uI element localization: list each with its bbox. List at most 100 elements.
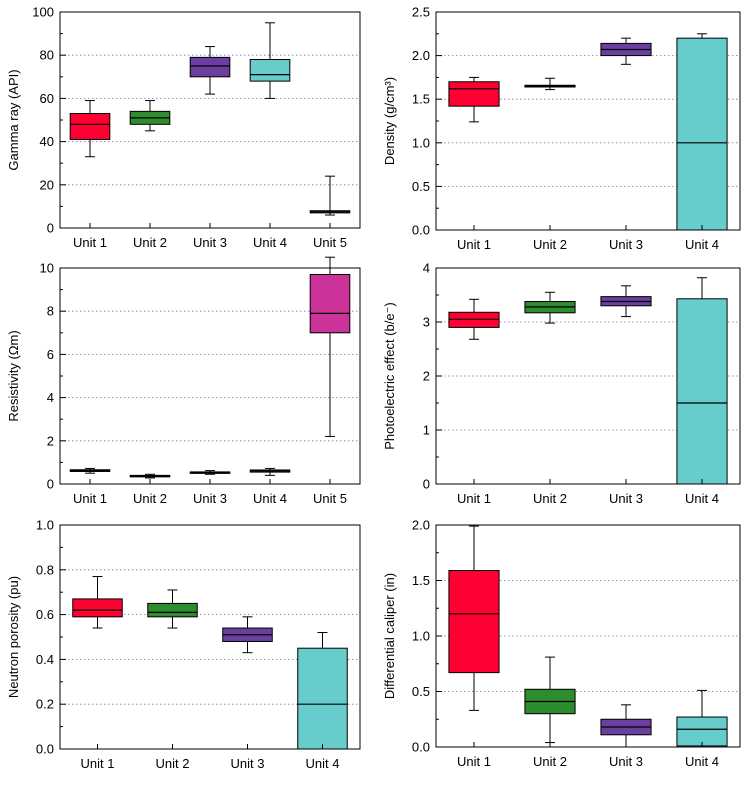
y-tick-label: 0 [423, 477, 430, 492]
y-tick-label: 0.0 [412, 740, 430, 755]
panel-gamma-ray: 0 20 40 60 80 100 Gamma ray (API) Unit 1 Unit 2 U… [6, 5, 361, 250]
x-tick-label: Unit 1 [457, 491, 491, 506]
panel-differential-caliper: 0.0 0.5 1.0 1.5 2.0 Differential caliper (in)… [382, 518, 741, 769]
y-tick-label: 0.6 [36, 607, 54, 622]
panel-photoelectric-effect: 0 1 2 3 4 Photoelectric effect (b/e⁻) Unit 1 Un… [382, 261, 741, 506]
box-unit-3 [600, 704, 652, 748]
box-unit-2 [524, 77, 576, 91]
x-tick-label: Unit 4 [306, 756, 340, 771]
y-axis-title: Differential caliper (in) [382, 573, 397, 699]
y-axis-title: Resistivity (Ωm) [6, 330, 21, 421]
box-unit-3 [189, 46, 231, 95]
x-tick-label: Unit 4 [685, 237, 719, 252]
y-tick-label: 8 [47, 304, 54, 319]
x-tick-label: Unit 2 [533, 754, 567, 769]
y-tick-label: 20 [40, 177, 54, 192]
x-tick-label: Unit 3 [231, 756, 265, 771]
box-unit-1 [69, 467, 111, 474]
box-unit-1 [72, 576, 123, 629]
y-tick-label: 100 [32, 5, 54, 20]
panel-resistivity: 0 2 4 6 8 10 Resistivity (Ωm) Unit 1 Unit 2 Unit … [6, 256, 361, 506]
y-tick-label: 2 [423, 369, 430, 384]
y-tick-label: 2.0 [412, 518, 430, 533]
y-axis-title: Photoelectric effect (b/e⁻) [382, 302, 397, 450]
x-tick-label: Unit 1 [457, 237, 491, 252]
iqr-box [676, 37, 728, 231]
panel-density: 0.0 0.5 1.0 1.5 2.0 2.5 Density (g/cm³) Unit 1 U… [382, 5, 741, 252]
y-tick-label: 1.0 [412, 629, 430, 644]
x-tick-label: Unit 4 [685, 754, 719, 769]
box-unit-5 [309, 256, 351, 437]
iqr-box [309, 273, 351, 334]
box-unit-2 [147, 589, 198, 629]
x-tick-label: Unit 5 [313, 235, 347, 250]
box-unit-4 [676, 33, 728, 231]
x-tick-label: Unit 2 [533, 491, 567, 506]
y-tick-label: 0 [47, 221, 54, 236]
y-tick-label: 60 [40, 91, 54, 106]
iqr-box [72, 598, 123, 618]
box-unit-3 [600, 37, 652, 65]
y-tick-label: 0.5 [412, 684, 430, 699]
y-tick-label: 80 [40, 48, 54, 63]
y-tick-label: 0.0 [36, 742, 54, 757]
iqr-box [189, 56, 231, 78]
box-unit-2 [129, 100, 171, 132]
y-tick-label: 1.0 [36, 518, 54, 533]
box-unit-4 [249, 22, 291, 99]
iqr-box [448, 570, 500, 674]
y-tick-label: 4 [47, 390, 54, 405]
x-tick-label: Unit 2 [133, 235, 167, 250]
plot-frame [435, 267, 741, 485]
x-tick-label: Unit 1 [81, 756, 115, 771]
y-tick-label: 40 [40, 134, 54, 149]
x-tick-label: Unit 3 [193, 235, 227, 250]
panel-neutron-porosity: 0.0 0.2 0.4 0.6 0.8 1.0 Neutron porosity (pu) U… [6, 518, 361, 771]
x-tick-label: Unit 3 [609, 754, 643, 769]
box-unit-4 [297, 632, 348, 750]
y-tick-label: 0 [47, 477, 54, 492]
y-tick-label: 1 [423, 423, 430, 438]
iqr-box [69, 113, 111, 140]
iqr-box [676, 716, 728, 747]
x-tick-label: Unit 4 [253, 491, 287, 506]
box-unit-4 [676, 277, 728, 485]
y-tick-label: 3 [423, 315, 430, 330]
iqr-box [448, 81, 500, 107]
plot-frame [435, 524, 741, 748]
iqr-box [249, 59, 291, 82]
iqr-box [147, 602, 198, 618]
x-tick-label: Unit 1 [457, 754, 491, 769]
box-unit-1 [69, 100, 111, 158]
x-tick-label: Unit 1 [73, 235, 107, 250]
box-unit-1 [448, 76, 500, 123]
box-unit-2 [524, 656, 576, 744]
x-tick-label: Unit 3 [609, 237, 643, 252]
box-unit-3 [189, 470, 231, 475]
iqr-box [297, 647, 348, 750]
y-tick-label: 2 [47, 433, 54, 448]
y-tick-label: 0.0 [412, 223, 430, 238]
box-unit-1 [448, 525, 500, 711]
x-tick-label: Unit 4 [685, 491, 719, 506]
y-tick-label: 0.2 [36, 697, 54, 712]
y-tick-label: 0.8 [36, 562, 54, 577]
y-tick-label: 10 [40, 261, 54, 276]
box-unit-1 [448, 298, 500, 340]
y-tick-label: 1.5 [412, 92, 430, 107]
y-tick-label: 2.5 [412, 5, 430, 20]
box-unit-2 [129, 473, 171, 479]
box-unit-4 [676, 689, 728, 748]
iqr-box [676, 298, 728, 485]
x-tick-label: Unit 2 [133, 491, 167, 506]
y-tick-label: 6 [47, 347, 54, 362]
x-tick-label: Unit 2 [533, 237, 567, 252]
y-tick-label: 4 [423, 261, 430, 276]
plot-frame [59, 267, 361, 485]
y-tick-label: 2.0 [412, 48, 430, 63]
plot-frame [59, 524, 361, 750]
y-axis-title: Gamma ray (API) [6, 69, 21, 170]
x-tick-label: Unit 3 [609, 491, 643, 506]
x-tick-label: Unit 1 [73, 491, 107, 506]
